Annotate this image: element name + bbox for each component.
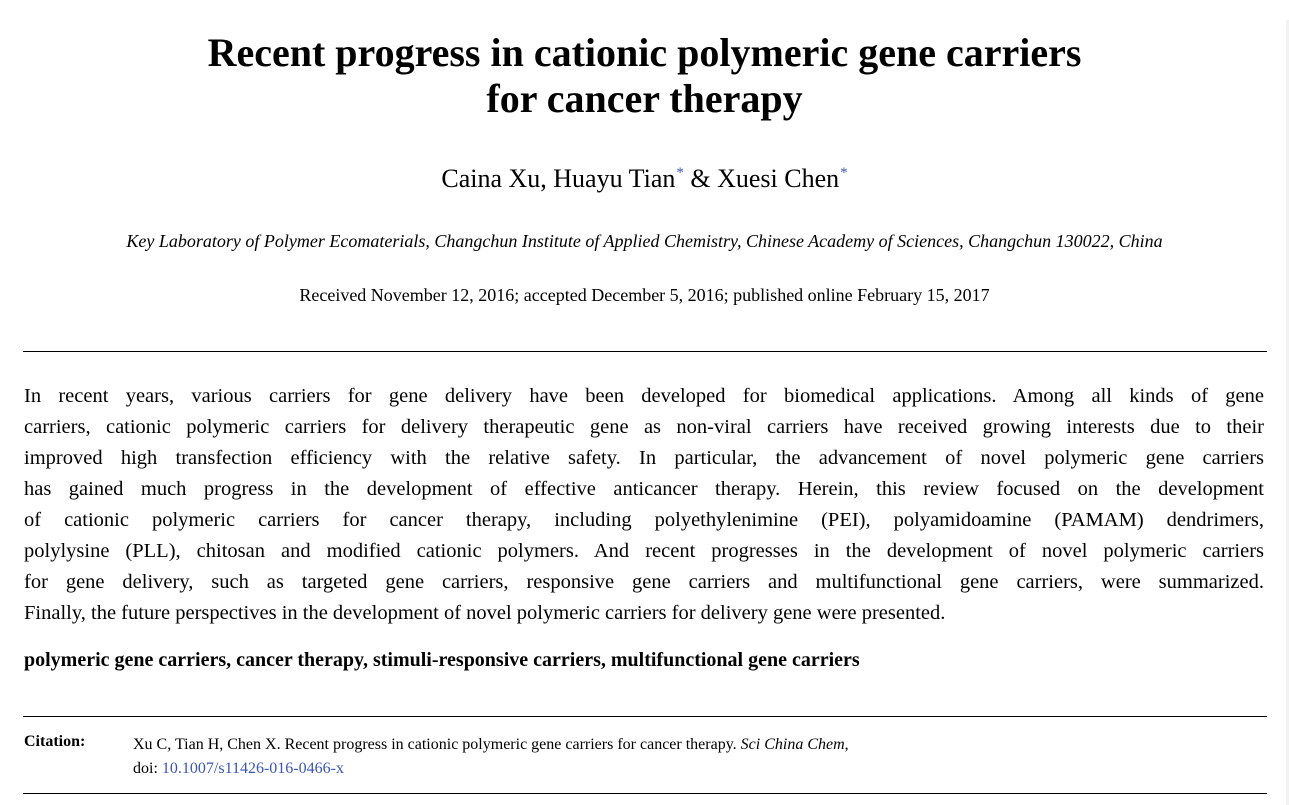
author: Caina Xu,: [441, 164, 554, 193]
abstract-line: In recent years, various carriers for ge…: [24, 385, 1264, 407]
page-edge: [1286, 20, 1289, 805]
author-separator: &: [683, 164, 718, 193]
abstract-line: for gene delivery, such as targeted gene…: [24, 571, 1264, 593]
citation-text: Xu C, Tian H, Chen X. Recent progress in…: [133, 736, 741, 753]
divider: [23, 351, 1267, 352]
affiliation: Key Laboratory of Polymer Ecomaterials, …: [126, 231, 1163, 251]
abstract-line: improved high transfection efficiency wi…: [24, 447, 1264, 469]
author: Xuesi Chen: [717, 164, 840, 193]
divider: [23, 716, 1267, 717]
publication-dates: Received November 12, 2016; accepted Dec…: [299, 285, 990, 305]
citation: Xu C, Tian H, Chen X. Recent progress in…: [133, 733, 849, 781]
title-line: Recent progress in cationic polymeric ge…: [207, 30, 1082, 75]
author-list: Caina Xu, Huayu Tian* & Xuesi Chen*: [0, 164, 1289, 194]
title-line: for cancer therapy: [486, 76, 803, 121]
abstract-line: of cationic polymeric carriers for cance…: [24, 509, 1264, 531]
abstract-line: Finally, the future perspectives in the …: [24, 602, 946, 624]
corresponding-author-mark[interactable]: *: [840, 165, 848, 181]
abstract-line: polylysine (PLL), chitosan and modified …: [24, 540, 1264, 562]
abstract-line: has gained much progress in the developm…: [24, 478, 1264, 500]
corresponding-author-mark[interactable]: *: [676, 165, 684, 181]
author: Huayu Tian: [553, 164, 676, 193]
doi-link[interactable]: 10.1007/s11426-016-0466-x: [161, 760, 344, 777]
abstract: In recent years, various carriers for ge…: [24, 381, 1264, 629]
citation-label: Citation:: [24, 733, 86, 750]
paper-title: Recent progress in cationic polymeric ge…: [0, 30, 1289, 122]
doi-label: doi:: [133, 760, 158, 777]
divider: [23, 793, 1267, 794]
citation-journal: Sci China Chem: [740, 736, 845, 753]
abstract-line: carriers, cationic polymeric carriers fo…: [24, 416, 1264, 438]
keywords: polymeric gene carriers, cancer therapy,…: [24, 649, 860, 671]
citation-punctuation: ,: [844, 736, 849, 753]
